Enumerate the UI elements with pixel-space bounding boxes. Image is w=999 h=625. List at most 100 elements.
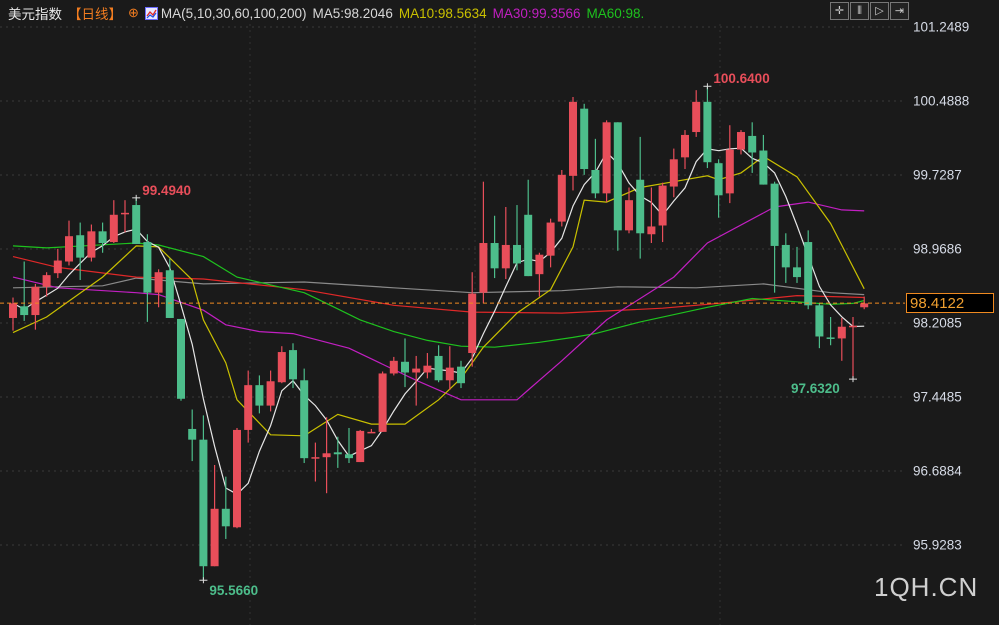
crosshair-icon[interactable]: ✛ [830, 2, 849, 20]
candle-body [31, 286, 40, 316]
candle-body [42, 275, 51, 287]
candle-body [188, 428, 197, 440]
candle-body [143, 242, 152, 293]
candle-body [378, 373, 387, 432]
candle-body [154, 272, 163, 293]
instrument-title: 美元指数 [8, 7, 62, 22]
chart-header: 美元指数 【日线】 ⊕ MA(5,10,30,60,100,200) MA5:9… [8, 4, 650, 22]
candle-body [76, 235, 85, 258]
candle-body [221, 508, 230, 527]
candle-body [647, 226, 656, 235]
candle-body [345, 454, 353, 459]
high-annotation: 100.6400 [713, 71, 770, 87]
y-tick-label: 98.9686 [913, 241, 962, 257]
candle-body [793, 267, 801, 278]
candle-body [591, 170, 600, 194]
candle-body [557, 174, 566, 222]
candle-body [277, 352, 286, 383]
candle-body [423, 365, 432, 373]
candle-body [311, 457, 320, 459]
period-selector[interactable]: 【日线】 [68, 7, 122, 22]
candle-body [849, 325, 857, 328]
zoom-range-icon[interactable]: ⫴ [850, 2, 869, 20]
candle-body [826, 337, 835, 339]
candle-body [266, 381, 275, 406]
crosshair-circle-icon[interactable]: ⊕ [128, 5, 139, 20]
candle-body [233, 429, 241, 528]
current-price-label: 98.4122 [906, 293, 994, 314]
candle-body [109, 214, 118, 243]
low-annotation: 97.6320 [791, 381, 840, 397]
candle-body [524, 214, 533, 277]
candle-body [815, 305, 824, 337]
ma-line-ma60 [12, 242, 865, 348]
candle-body [468, 293, 477, 354]
candle-body [389, 360, 398, 374]
candle-body [748, 135, 757, 153]
candle-body [569, 101, 577, 176]
play-forward-icon[interactable]: ▷ [870, 2, 889, 20]
ma-line-ma200 [12, 277, 865, 296]
chart-toolbar: ✛ ⫴ ▷ ⇥ [830, 2, 909, 20]
candle-body [9, 303, 17, 318]
candle-body [121, 212, 129, 215]
low-annotation: 95.5660 [209, 583, 259, 599]
candle-body [210, 508, 219, 567]
candle-body [255, 385, 264, 406]
y-tick-label: 101.2489 [913, 19, 970, 35]
high-annotation: 99.4940 [142, 182, 191, 198]
candle-body [513, 244, 521, 264]
candle-body [98, 231, 107, 244]
candle-body [837, 326, 846, 339]
watermark: 1QH.CN [874, 572, 979, 602]
y-tick-label: 95.9283 [913, 537, 962, 553]
y-tick-label: 98.2085 [913, 315, 962, 331]
candle-body [300, 380, 309, 459]
candle-body [703, 101, 712, 163]
candle-body [199, 439, 208, 567]
candle-body [714, 163, 723, 196]
ma-settings-label[interactable]: MA(5,10,30,60,100,200) [160, 5, 307, 21]
candle-body [401, 361, 409, 373]
y-tick-label: 100.4888 [913, 93, 970, 109]
candle-body [681, 134, 689, 158]
y-tick-label: 96.6884 [913, 463, 962, 479]
ma10-value: MA10:98.5634 [398, 5, 487, 21]
candle-body [625, 200, 633, 231]
candle-body [613, 122, 622, 231]
ma30-value: MA30:99.3566 [492, 5, 581, 21]
candle-body [636, 179, 645, 234]
candle-body [165, 270, 174, 318]
candle-body [669, 159, 678, 187]
ma-chart-icon[interactable] [144, 6, 158, 20]
candle-body [412, 368, 421, 373]
candle-body [20, 306, 29, 316]
candle-body [860, 303, 869, 308]
candle-body [244, 385, 253, 430]
candle-body [501, 244, 510, 269]
candle-body [434, 355, 443, 381]
candle-body [692, 101, 701, 133]
candle-body [602, 122, 611, 194]
candle-body [356, 430, 365, 463]
candle-body [770, 183, 779, 246]
candle-body [804, 242, 813, 306]
candle-body [781, 244, 790, 268]
candle-body [177, 318, 185, 399]
candle-body [490, 243, 499, 269]
candle-body [546, 222, 555, 256]
candle-body [737, 132, 745, 150]
candle-body [53, 260, 62, 274]
candle-body [367, 431, 376, 434]
y-tick-label: 99.7287 [913, 167, 962, 183]
candle-body [580, 108, 589, 170]
candle-body [759, 150, 768, 185]
candle-body [479, 243, 488, 293]
move-right-icon[interactable]: ⇥ [890, 2, 909, 20]
candle-body [65, 236, 73, 262]
ma-line-ma100 [12, 256, 865, 314]
candle-body [87, 231, 96, 258]
ma5-value: MA5:98.2046 [312, 5, 393, 21]
